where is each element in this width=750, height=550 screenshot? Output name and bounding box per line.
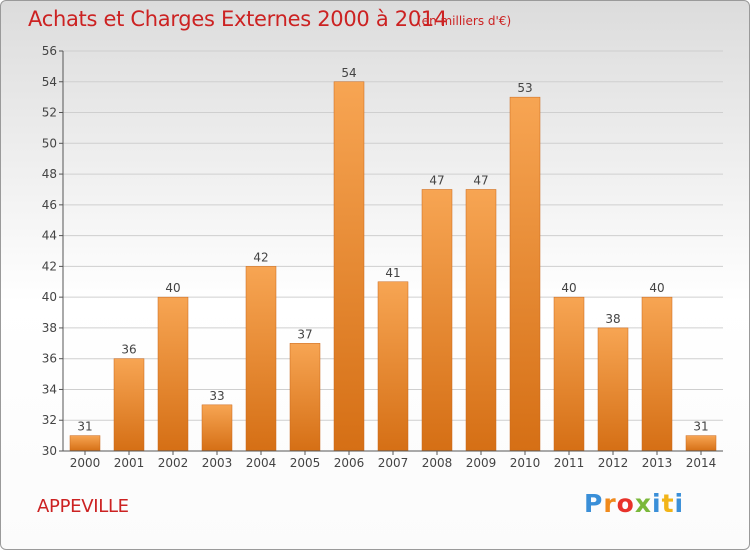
y-tick-label: 48 [42,167,57,181]
value-label: 54 [341,66,356,80]
value-label: 41 [385,266,400,280]
y-tick-label: 42 [42,259,57,273]
bar-2014 [685,435,717,452]
logo-letter: t [661,489,675,518]
bar-2000 [69,435,101,452]
value-label: 40 [649,281,664,295]
chart-unit: (en milliers d'€) [417,14,512,28]
bar-2002 [157,296,189,452]
y-tick-label: 30 [42,444,57,458]
logo-letter: x [634,489,652,518]
value-label: 47 [429,173,444,187]
x-tick-label: 2000 [70,456,101,470]
bar-2012 [597,327,629,452]
bar-2010 [509,96,541,452]
x-tick-label: 2009 [466,456,497,470]
bar-2004 [245,266,277,452]
bar-2006 [333,81,365,452]
value-label: 31 [693,420,708,434]
x-tick-label: 2004 [246,456,277,470]
bar-2001 [113,358,145,452]
x-tick-label: 2002 [158,456,189,470]
y-tick-label: 46 [42,198,57,212]
y-tick-label: 38 [42,321,57,335]
x-tick-label: 2014 [686,456,717,470]
x-tick-label: 2006 [334,456,365,470]
value-label: 47 [473,173,488,187]
bar-2008 [421,189,453,452]
value-label: 53 [517,81,532,95]
y-tick-label: 44 [42,229,57,243]
x-tick-label: 2010 [510,456,541,470]
value-label: 42 [253,250,268,264]
bar-2003 [201,404,233,452]
y-tick-label: 50 [42,136,57,150]
bar-2007 [377,281,409,452]
y-tick-label: 36 [42,352,57,366]
y-tick-label: 34 [42,382,57,396]
logo-letter: i [674,489,685,518]
x-tick-label: 2012 [598,456,629,470]
value-label: 33 [209,389,224,403]
bar-2009 [465,189,497,452]
bar-2005 [289,343,321,452]
commune-name: APPEVILLE [37,496,129,517]
y-tick-label: 56 [42,44,57,58]
x-tick-label: 2001 [114,456,145,470]
value-label: 31 [77,420,92,434]
value-label: 36 [121,343,136,357]
y-tick-label: 40 [42,290,57,304]
value-label: 38 [605,312,620,326]
y-tick-label: 32 [42,413,57,427]
bar-2011 [553,296,585,452]
y-tick-label: 52 [42,106,57,120]
logo-letter: r [603,489,617,518]
x-tick-label: 2013 [642,456,673,470]
logo-letter: o [616,489,635,518]
logo-letter: P [584,489,604,518]
x-tick-label: 2005 [290,456,321,470]
axis-layer: 30 32 34 36 38 40 42 44 46 48 50 52 54 56 2000 2001 2002… [42,44,723,470]
y-tick-label: 54 [42,75,57,89]
bar-2013 [641,296,673,452]
x-tick-label: 2011 [554,456,585,470]
bar-layer: 31 36 40 33 42 37 54 41 47 47 53 40 38 40 31 [69,66,717,452]
x-tick-label: 2008 [422,456,453,470]
chart-title: Achats et Charges Externes 2000 à 2014 [28,7,448,31]
x-tick-label: 2003 [202,456,233,470]
proxiti-logo: Proxiti [584,489,684,518]
value-label: 40 [561,281,576,295]
value-label: 40 [165,281,180,295]
value-label: 37 [297,327,312,341]
x-tick-label: 2007 [378,456,409,470]
logo-letter: i [652,489,662,518]
